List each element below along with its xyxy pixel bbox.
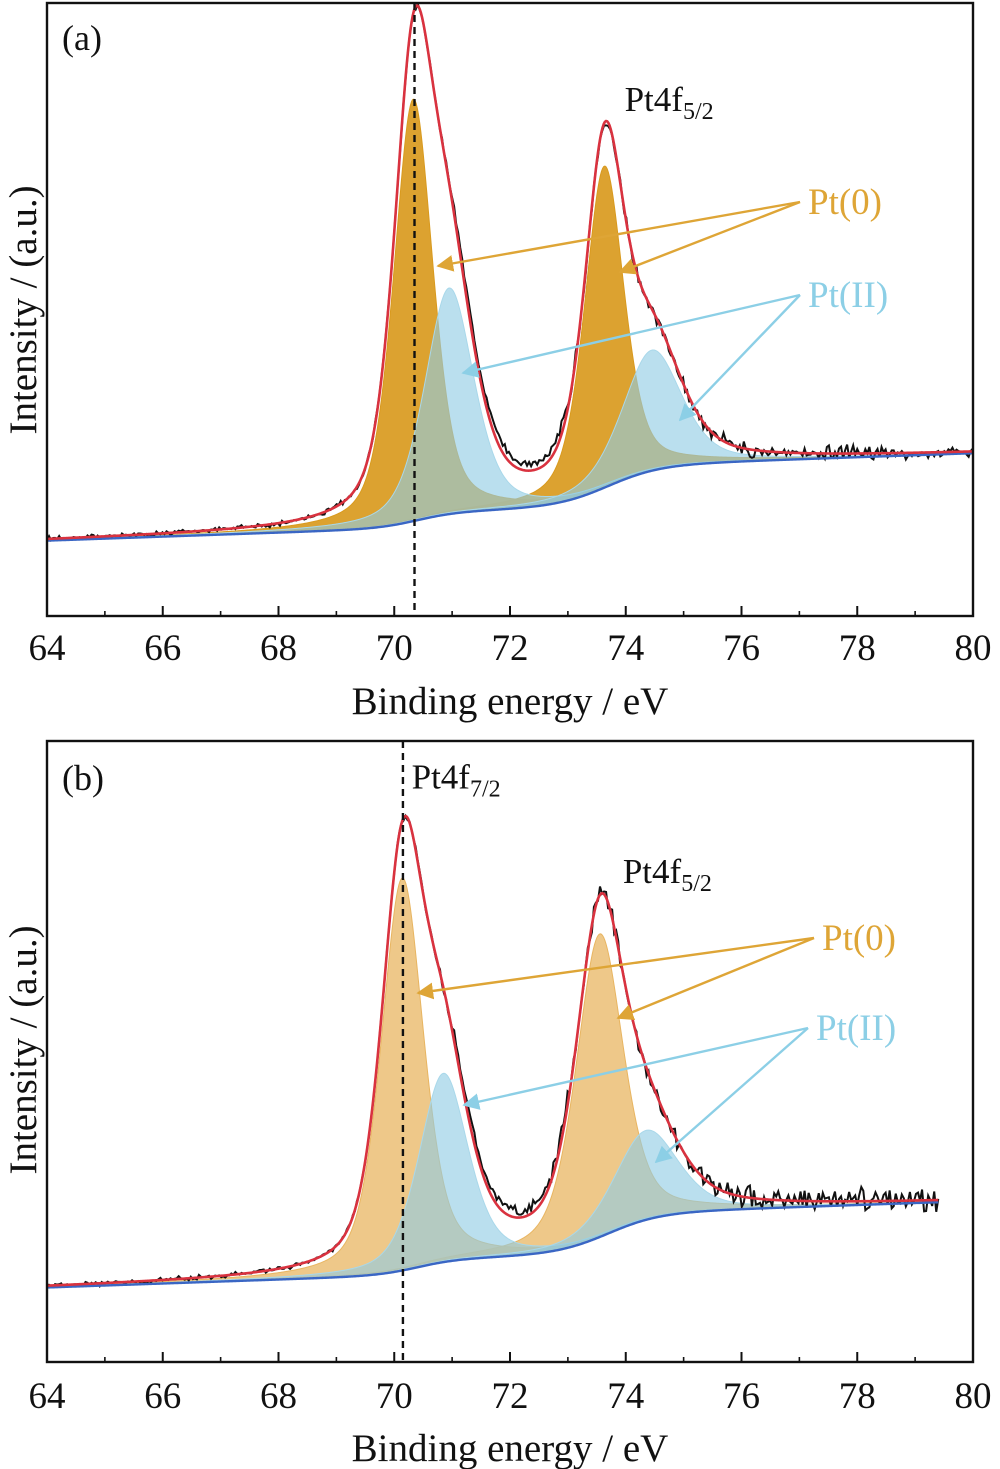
experimental-spectrum xyxy=(47,813,940,1289)
pt0-arrow xyxy=(616,936,815,1021)
pt2-component-1 xyxy=(47,287,973,542)
x-axis-title: Binding energy / eV xyxy=(352,1427,669,1469)
pt2-component-2 xyxy=(47,1129,939,1288)
panel-label: (a) xyxy=(62,18,102,58)
background-line xyxy=(47,1201,939,1289)
plot-frame xyxy=(45,739,975,1364)
x-tick-label: 74 xyxy=(607,628,644,669)
x-tick-label: 68 xyxy=(260,628,297,669)
x-tick-label: 66 xyxy=(144,628,181,669)
pt2-arrow xyxy=(678,294,801,422)
pt0-arrow xyxy=(436,200,801,272)
x-tick-label: 80 xyxy=(955,1376,992,1417)
pt2-label: Pt(II) xyxy=(808,275,888,316)
x-axis-title: Binding energy / eV xyxy=(352,680,669,723)
experimental-spectrum xyxy=(47,3,973,543)
peak-label-7-2: Pt4f7/2 xyxy=(412,758,501,803)
envelope-fit-line xyxy=(47,4,973,541)
background-line xyxy=(47,452,973,542)
pt2-arrow xyxy=(654,1027,809,1164)
pt0-arrow xyxy=(416,936,815,1000)
pt2-label: Pt(II) xyxy=(816,1008,896,1049)
x-tick-label: 68 xyxy=(260,1376,297,1417)
x-tick-label: 72 xyxy=(492,1376,529,1417)
peak-label-5-2: Pt4f5/2 xyxy=(623,852,712,897)
pt2-arrow xyxy=(462,1026,809,1110)
peak-label-5-2: Pt4f5/2 xyxy=(625,80,714,125)
x-tick-label: 78 xyxy=(839,628,876,669)
x-tick-label: 74 xyxy=(607,1376,644,1417)
pt0-arrow xyxy=(618,200,801,275)
x-tick-label: 64 xyxy=(29,628,66,669)
x-tick-label: 64 xyxy=(29,1376,66,1417)
y-axis-title: Intensity / (a.u.) xyxy=(2,925,45,1174)
panel-b: 64 66 68 70 72 74 76 78 80 Binding energy / eV Int… xyxy=(2,739,992,1469)
pt2-arrow xyxy=(461,293,801,378)
pt0-label: Pt(0) xyxy=(808,182,882,223)
pt2-component-2 xyxy=(47,349,973,542)
x-tick-label: 76 xyxy=(723,628,760,669)
envelope-fit-line xyxy=(47,814,939,1287)
y-axis-title: Intensity / (a.u.) xyxy=(2,185,45,434)
pt0-component-1 xyxy=(47,98,973,542)
panel-label: (b) xyxy=(62,758,104,798)
x-tick-label: 72 xyxy=(492,628,529,669)
pt0-label: Pt(0) xyxy=(822,918,896,959)
x-tick-label: 66 xyxy=(144,1376,181,1417)
x-tick-label: 70 xyxy=(376,628,413,669)
x-tick-label: 78 xyxy=(839,1376,876,1417)
panel-a: 64 66 68 70 72 74 76 78 80 Binding energy / eV Int… xyxy=(2,1,992,723)
x-tick-label: 70 xyxy=(376,1376,413,1417)
x-tick-label: 80 xyxy=(955,628,992,669)
x-tick-label: 76 xyxy=(723,1376,760,1417)
